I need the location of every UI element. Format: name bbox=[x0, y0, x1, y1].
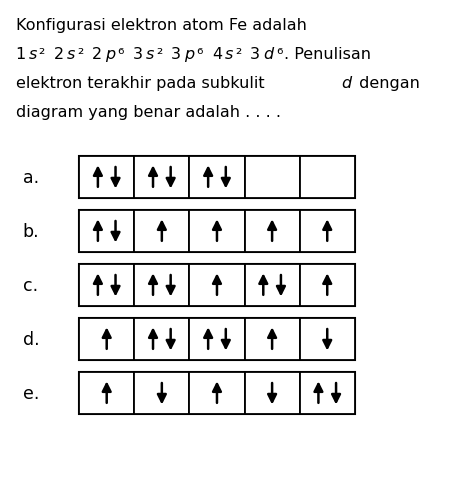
Bar bbox=[79, 372, 134, 414]
Bar bbox=[79, 372, 355, 414]
Bar bbox=[134, 372, 190, 414]
Bar bbox=[300, 210, 355, 253]
Bar bbox=[190, 372, 245, 414]
Bar bbox=[79, 210, 355, 253]
Bar bbox=[79, 318, 134, 361]
Text: s: s bbox=[67, 47, 75, 62]
Bar bbox=[190, 318, 245, 361]
Bar bbox=[300, 156, 355, 199]
Bar bbox=[190, 156, 245, 199]
Bar bbox=[79, 264, 355, 306]
Text: 2: 2 bbox=[92, 47, 102, 62]
Bar bbox=[79, 156, 355, 199]
Bar bbox=[245, 372, 300, 414]
Text: ²: ² bbox=[236, 47, 247, 62]
Text: p: p bbox=[105, 47, 116, 62]
Bar bbox=[300, 372, 355, 414]
Text: c.: c. bbox=[23, 276, 38, 294]
Bar bbox=[245, 264, 300, 306]
Bar bbox=[300, 264, 355, 306]
Bar bbox=[79, 156, 134, 199]
Bar bbox=[79, 210, 134, 253]
Bar bbox=[190, 210, 245, 253]
Text: s: s bbox=[225, 47, 233, 62]
Text: 3: 3 bbox=[133, 47, 143, 62]
Text: s: s bbox=[28, 47, 37, 62]
Bar bbox=[300, 318, 355, 361]
Text: d.: d. bbox=[23, 330, 39, 348]
Bar bbox=[134, 156, 190, 199]
Bar bbox=[134, 264, 190, 306]
Bar bbox=[79, 264, 134, 306]
Text: ⁶: ⁶ bbox=[118, 47, 130, 62]
Bar bbox=[190, 264, 245, 306]
Bar bbox=[79, 318, 355, 361]
Bar bbox=[245, 156, 300, 199]
Text: dengan: dengan bbox=[354, 76, 420, 91]
Text: e.: e. bbox=[23, 384, 39, 402]
Text: s: s bbox=[146, 47, 154, 62]
Text: ²: ² bbox=[78, 47, 89, 62]
Text: ²: ² bbox=[156, 47, 168, 62]
Text: ²: ² bbox=[39, 47, 51, 62]
Bar bbox=[245, 318, 300, 361]
Text: d: d bbox=[341, 76, 351, 91]
Text: a.: a. bbox=[23, 168, 39, 186]
Text: b.: b. bbox=[23, 223, 39, 241]
Text: 3: 3 bbox=[171, 47, 181, 62]
Text: diagram yang benar adalah . . . .: diagram yang benar adalah . . . . bbox=[16, 105, 281, 120]
Text: Konfigurasi elektron atom Fe adalah: Konfigurasi elektron atom Fe adalah bbox=[16, 18, 306, 33]
Text: 4: 4 bbox=[212, 47, 222, 62]
Text: p: p bbox=[184, 47, 194, 62]
Text: 3: 3 bbox=[250, 47, 260, 62]
Bar bbox=[134, 210, 190, 253]
Text: ⁶: ⁶ bbox=[197, 47, 209, 62]
Bar bbox=[245, 210, 300, 253]
Text: ⁶: ⁶ bbox=[276, 47, 283, 62]
Text: . Penulisan: . Penulisan bbox=[284, 47, 371, 62]
Text: d: d bbox=[263, 47, 273, 62]
Bar bbox=[134, 318, 190, 361]
Text: elektron terakhir pada subkulit: elektron terakhir pada subkulit bbox=[16, 76, 269, 91]
Text: 1: 1 bbox=[16, 47, 26, 62]
Text: 2: 2 bbox=[54, 47, 64, 62]
